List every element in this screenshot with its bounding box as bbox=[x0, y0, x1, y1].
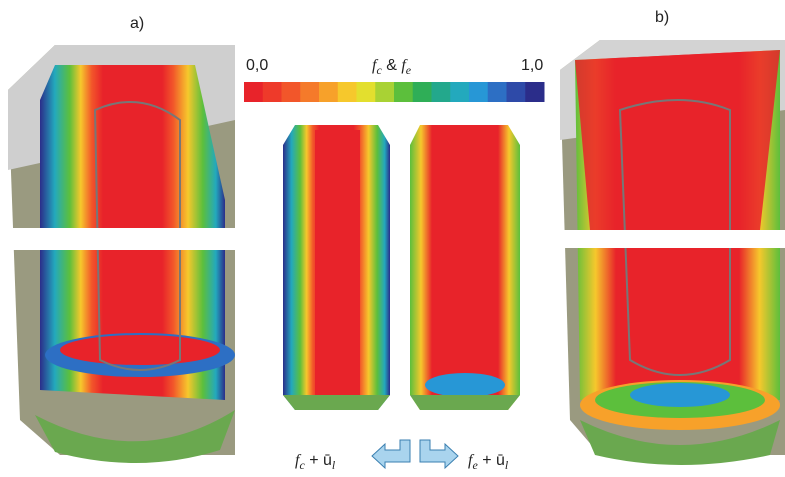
colorbar-swatch bbox=[432, 82, 451, 102]
render-b bbox=[550, 40, 785, 465]
render-fc bbox=[283, 125, 390, 410]
arrow-left bbox=[372, 440, 410, 468]
colorbar-swatch bbox=[282, 82, 301, 102]
text: + ū bbox=[305, 452, 332, 469]
colorbar-swatch bbox=[488, 82, 507, 102]
colorbar-swatch bbox=[263, 82, 282, 102]
colorbar bbox=[244, 82, 545, 102]
text: + ū bbox=[478, 452, 505, 469]
colorbar-swatch bbox=[300, 82, 319, 102]
colorbar-swatch bbox=[338, 82, 357, 102]
colorbar-swatch bbox=[413, 82, 432, 102]
colorbar-swatch bbox=[469, 82, 488, 102]
colorbar-swatch bbox=[525, 82, 544, 102]
colorbar-swatch bbox=[450, 82, 469, 102]
colorbar-swatch bbox=[244, 82, 263, 102]
caption-right: fe + ūl bbox=[468, 452, 509, 472]
arrow-right bbox=[420, 440, 458, 468]
text: & bbox=[382, 57, 402, 74]
subscript: e bbox=[406, 63, 412, 77]
colorbar-max: 1,0 bbox=[521, 57, 543, 74]
caption-left: fc + ūl bbox=[295, 452, 336, 472]
render-a bbox=[0, 45, 240, 463]
panel-label: b) bbox=[655, 9, 669, 26]
subscript: l bbox=[332, 458, 336, 472]
colorbar-swatch bbox=[357, 82, 376, 102]
colorbar-swatch bbox=[375, 82, 394, 102]
colorbar-title: fc & fe bbox=[372, 57, 412, 77]
panel-label: a) bbox=[130, 15, 144, 32]
figure: a) b) 0,0 1,0 fc & fe fc + ūl fe + ūl bbox=[0, 0, 785, 472]
subscript: l bbox=[505, 458, 509, 472]
colorbar-swatch bbox=[394, 82, 413, 102]
colorbar-swatch bbox=[319, 82, 338, 102]
render-fe bbox=[410, 125, 520, 410]
colorbar-swatch bbox=[507, 82, 526, 102]
colorbar-min: 0,0 bbox=[246, 57, 268, 74]
